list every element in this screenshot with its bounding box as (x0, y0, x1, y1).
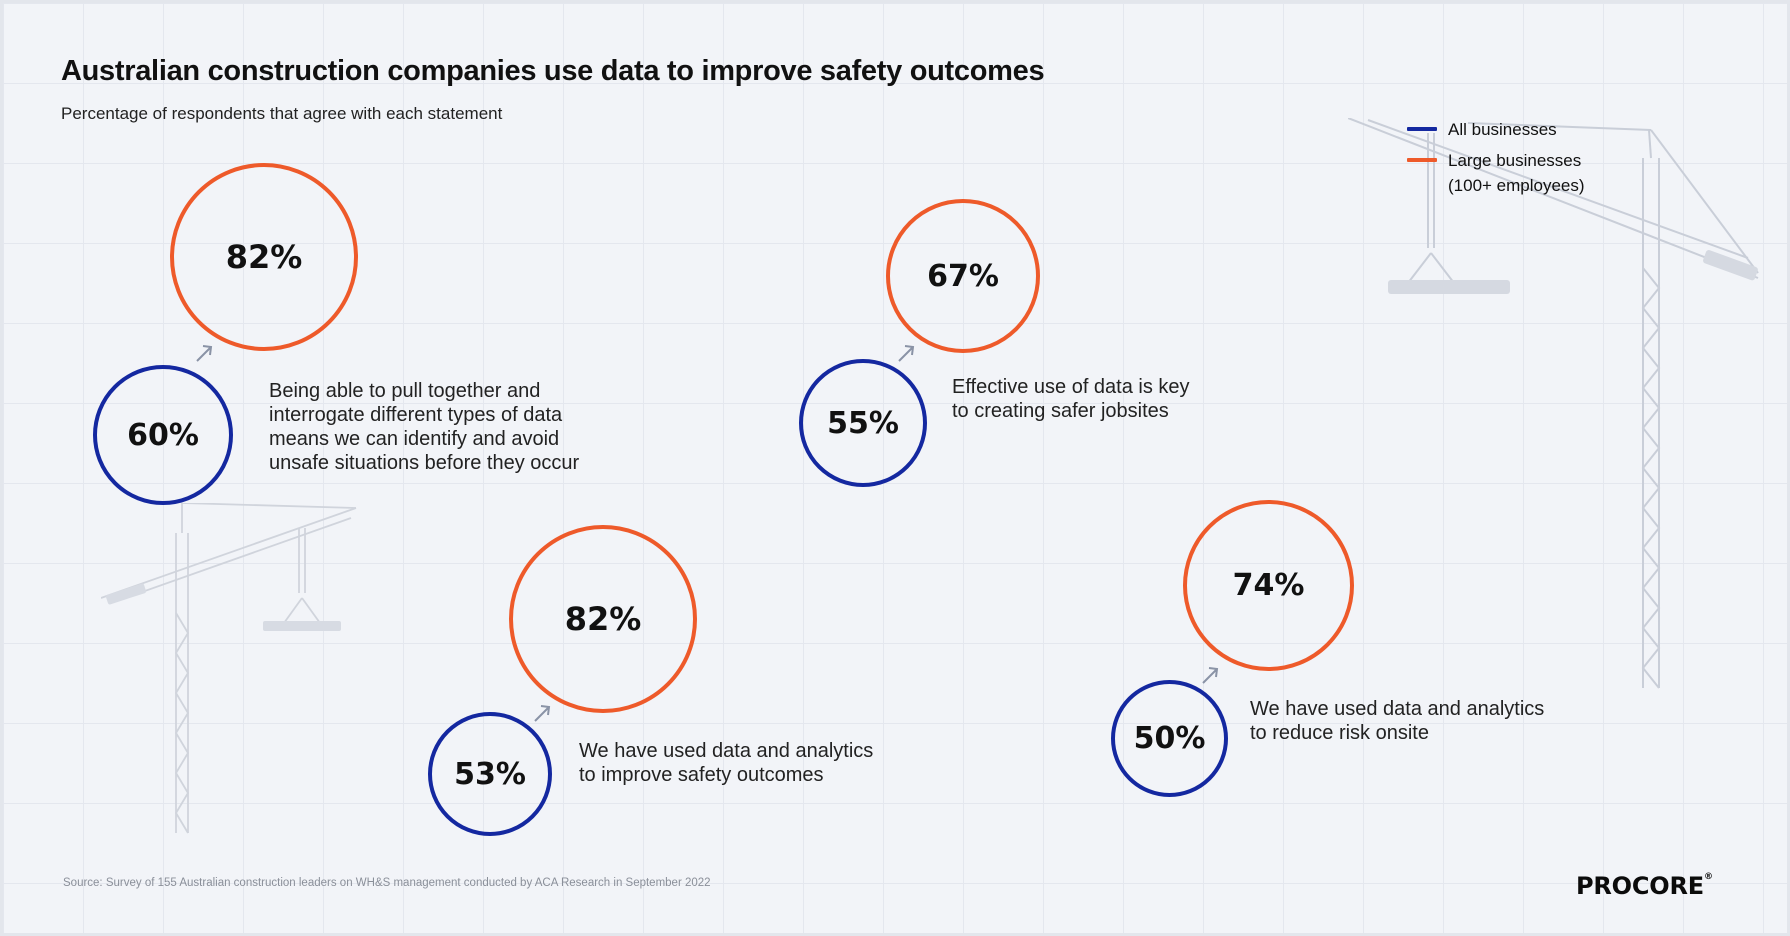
bubble-all-1: 60% (93, 365, 233, 505)
statement-3: We have used data and analytics to impro… (579, 740, 874, 786)
bubble-large-2: 67% (886, 199, 1040, 353)
legend-label-large: Large businesses (1448, 151, 1582, 170)
bubble-large-1: 82% (170, 163, 358, 351)
bubble-large-4: 74% (1183, 500, 1354, 671)
bubble-all-4: 50% (1111, 680, 1228, 797)
chart-subtitle: Percentage of respondents that agree wit… (61, 104, 503, 123)
legend-label-all: All businesses (1448, 120, 1557, 139)
statement-4: We have used data and analytics to reduc… (1250, 698, 1545, 744)
arrow-up-right-icon (1202, 667, 1219, 684)
crane-illustration-icon (101, 503, 357, 834)
bubble-all-2: 55% (799, 359, 927, 487)
chart-title: Australian construction companies use da… (61, 55, 1045, 87)
arrow-up-right-icon (898, 345, 915, 362)
crane-illustration-icon (1348, 118, 1759, 689)
legend-swatch-all (1407, 127, 1437, 131)
bubble-all-3: 53% (428, 712, 552, 836)
procore-logo: PROCORE® (1576, 872, 1713, 900)
bubble-large-3: 82% (509, 525, 697, 713)
statement-2: Effective use of data is key to creating… (952, 376, 1190, 422)
arrow-up-right-icon (196, 345, 213, 362)
legend-label-large-sub: (100+ employees) (1448, 176, 1585, 195)
statement-1: Being able to pull together and interrog… (269, 380, 580, 474)
legend-swatch-large (1407, 158, 1437, 162)
arrow-up-right-icon (534, 705, 551, 722)
source-note: Source: Survey of 155 Australian constru… (63, 877, 711, 889)
